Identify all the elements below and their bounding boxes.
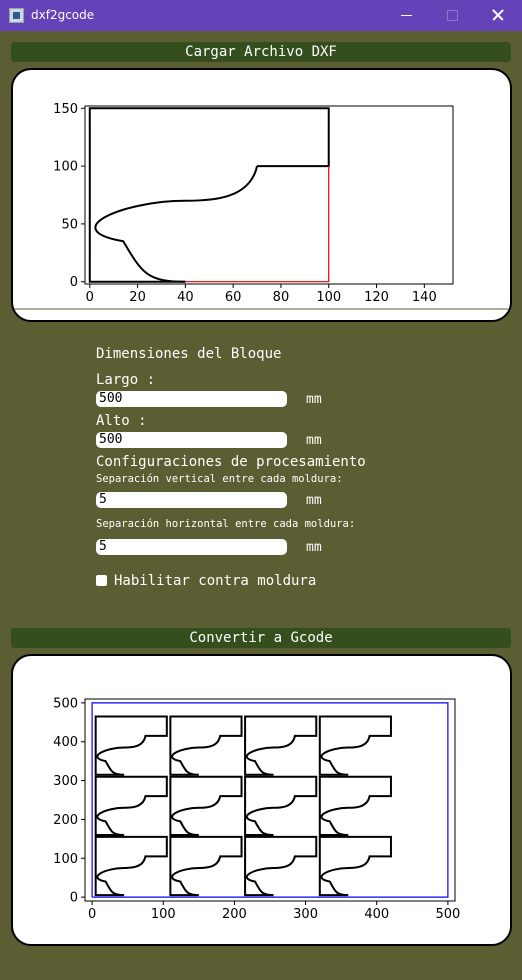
profile-chart: 0 20 40 60 80 100 120 140 0 50 100 150: [13, 102, 510, 310]
alto-label: Alto :: [96, 413, 147, 429]
profile-x-tick-label: 140: [412, 290, 437, 305]
title-bar: dxf2gcode: [0, 0, 522, 31]
layout-profile-1-1: [169, 775, 243, 836]
layout-profile-1-2: [244, 775, 318, 836]
layout-profile-0-0: [94, 835, 168, 897]
layout-profile-0-1: [169, 835, 243, 897]
layout-y-tick-label: 200: [53, 813, 78, 828]
profile-y-tick-label: 100: [53, 160, 78, 175]
block-outline: [91, 702, 449, 898]
profile-x-tick-label: 100: [316, 290, 341, 305]
layout-y-tick-label: 300: [53, 774, 78, 789]
profile-y-tick-label: 50: [61, 217, 78, 232]
profile-x-tick-label: 60: [225, 290, 242, 305]
layout-profile-0-3: [318, 835, 392, 897]
profile-x-tick-label: 0: [86, 290, 94, 305]
layout-preview-panel: 0 100 200 300 400 500 0 100 200 300 400 500: [11, 654, 512, 946]
profile-axes-frame: [84, 105, 454, 285]
horizontal-separation-unit: mm: [306, 540, 322, 555]
convert-gcode-button[interactable]: Convertir a Gcode: [11, 628, 511, 648]
profile-preview-panel: 0 20 40 60 80 100 120 140 0 50 100 150: [11, 68, 512, 322]
maximize-icon[interactable]: [442, 5, 462, 25]
processing-heading: Configuraciones de procesamiento: [96, 454, 366, 470]
layout-y-tick-label: 500: [53, 696, 78, 711]
largo-input[interactable]: [96, 391, 287, 407]
layout-axes-frame: [84, 698, 456, 902]
vertical-separation-input[interactable]: [96, 492, 287, 508]
vertical-separation-unit: mm: [306, 493, 322, 508]
largo-label: Largo :: [96, 372, 156, 388]
alto-input[interactable]: [96, 432, 287, 448]
layout-x-tick-label: 400: [364, 907, 389, 922]
profile-y-tick-label: 150: [53, 102, 78, 117]
layout-profile-0-2: [244, 835, 318, 897]
layout-y-tick-label: 0: [70, 891, 78, 906]
vertical-separation-label: Separación vertical entre cada moldura:: [96, 473, 343, 485]
horizontal-separation-input[interactable]: [96, 539, 287, 555]
layout-profile-2-2: [244, 715, 318, 776]
layout-x-tick-label: 0: [88, 907, 96, 922]
profile-x-tick-label: 40: [177, 290, 194, 305]
app-icon: [9, 8, 24, 23]
profile-series-2: [185, 166, 330, 283]
block-dimensions-heading: Dimensiones del Bloque: [96, 346, 282, 362]
layout-y-tick-label: 400: [53, 735, 78, 750]
load-dxf-button[interactable]: Cargar Archivo DXF: [11, 42, 511, 62]
layout-profile-2-1: [169, 715, 243, 776]
profile-series-0: [88, 107, 330, 283]
layout-x-tick-label: 300: [293, 907, 318, 922]
profile-x-tick-label: 80: [273, 290, 290, 305]
layout-profile-2-0: [94, 715, 168, 776]
largo-unit: mm: [306, 392, 322, 407]
layout-profile-1-3: [318, 775, 392, 836]
layout-profile-2-3: [318, 715, 392, 776]
minimize-icon[interactable]: [397, 5, 417, 25]
profile-y-tick-label: 0: [70, 275, 78, 290]
close-icon[interactable]: [488, 5, 508, 25]
profile-x-tick-label: 20: [129, 290, 146, 305]
window-title: dxf2gcode: [31, 8, 95, 22]
layout-x-tick-label: 100: [151, 907, 176, 922]
horizontal-separation-label: Separación horizontal entre cada moldura…: [96, 518, 356, 530]
layout-chart: 0 100 200 300 400 500 0 100 200 300 400 500: [53, 696, 460, 922]
alto-unit: mm: [306, 433, 322, 448]
layout-y-tick-label: 100: [53, 852, 78, 867]
layout-x-tick-label: 500: [435, 907, 460, 922]
counter-molding-label: Habilitar contra moldura: [114, 573, 317, 589]
counter-molding-checkbox[interactable]: [96, 575, 107, 586]
profile-x-tick-label: 120: [364, 290, 389, 305]
profile-series-1: [94, 165, 259, 283]
layout-x-tick-label: 200: [222, 907, 247, 922]
layout-profile-1-0: [94, 775, 168, 836]
